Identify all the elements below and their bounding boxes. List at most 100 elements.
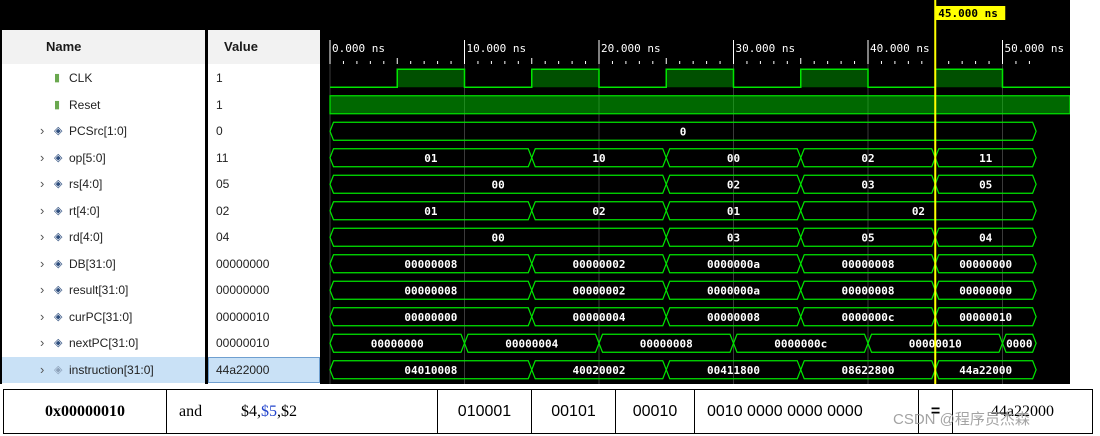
bus-value-label: 03 (727, 231, 740, 244)
bus-segment (934, 148, 1037, 168)
chevron-right-icon[interactable]: › (40, 255, 45, 271)
bus-segment (934, 360, 1037, 380)
chevron-right-icon[interactable]: › (40, 149, 45, 165)
bus-value-label: 40020002 (573, 364, 626, 377)
bus-value-label: 02 (727, 178, 740, 191)
bus-value-label: 00000002 (573, 258, 626, 271)
bus-value-label: 10 (592, 152, 605, 165)
bus-value-label: 0000 (1006, 337, 1033, 350)
signal-row[interactable]: › ◈ PCSrc[1:0] (2, 118, 207, 145)
bus-value-label: 00000000 (959, 284, 1012, 297)
operand-rs: $5 (261, 402, 277, 420)
signal-value: 04 (216, 230, 230, 244)
bus-segment (1001, 333, 1037, 353)
chevron-right-icon[interactable]: › (40, 176, 45, 191)
time-cursor-label: 45.000 ns (938, 7, 998, 20)
timeline-tick-label: 50.000 ns (1005, 42, 1065, 55)
signal-value: 1 (216, 71, 223, 85)
bus-value-label: 02 (592, 205, 605, 218)
instruction-hex: 44a22000 (952, 389, 1093, 434)
bus-value-label: 00000004 (505, 337, 558, 350)
signal-name: rs[4:0] (69, 177, 103, 191)
bus-value-label: 00000008 (842, 258, 895, 271)
signal-row[interactable]: › ◈ nextPC[31:0] (2, 330, 207, 357)
bit-signal-icon: ▮ (54, 98, 61, 111)
operand-rt: ,$2 (277, 402, 297, 420)
signal-row[interactable]: › ◈ rd[4:0] (2, 224, 207, 251)
bus-value-label: 00000002 (573, 284, 626, 297)
bit-signal-icon: ▮ (54, 72, 61, 84)
clock-high-fill (666, 69, 734, 88)
chevron-right-icon[interactable]: › (40, 229, 45, 244)
bus-value-label: 00000000 (404, 311, 457, 324)
bus-value-label: 00000000 (371, 337, 424, 350)
op-field-bits: 010001 (437, 389, 532, 434)
signal-row[interactable]: ▮ Reset (2, 92, 207, 119)
signal-name: rd[4:0] (69, 230, 104, 244)
chevron-right-icon[interactable]: › (40, 282, 45, 297)
waveform-window: Name ▮ CLK ▮ Reset › ◈ PCSrc[1:0] › ◈ op[5:0] › ◈ rs… (0, 0, 1070, 384)
remaining-field-bits: 0010 0000 0000 0000 (694, 389, 919, 434)
bus-value-label: 00 (727, 152, 740, 165)
signal-name: instruction[31:0] (69, 362, 154, 377)
signal-name: result[31:0] (69, 283, 129, 297)
equals-sign: = (918, 389, 953, 434)
bus-segment (934, 280, 1037, 300)
bus-value-label: 00411800 (707, 364, 760, 377)
value-column-header[interactable]: Value (208, 30, 320, 64)
rt-field-bits: 00010 (615, 389, 695, 434)
timeline-tick-label: 30.000 ns (736, 42, 796, 55)
chevron-right-icon[interactable]: › (40, 308, 45, 324)
bus-signal-icon: ◈ (54, 284, 63, 296)
instruction-encoding-row: 0x00000010 and $4,$5,$2 010001 00101 0001… (3, 389, 1093, 434)
bus-signal-icon: ◈ (54, 125, 63, 137)
signal-row[interactable]: › ◈ result[31:0] (2, 277, 207, 304)
clock-high-fill (531, 69, 599, 88)
timeline-tick-label: 0.000 ns (332, 42, 385, 55)
bus-value-label: 0000000c (842, 311, 895, 324)
chevron-right-icon[interactable]: › (40, 123, 45, 138)
waveform-background (325, 0, 1070, 384)
chevron-right-icon[interactable]: › (40, 361, 45, 377)
signal-value: 00000010 (216, 336, 270, 350)
bus-segment (329, 121, 1037, 141)
clock-high-fill (397, 69, 465, 88)
signal-row[interactable]: › ◈ instruction[31:0] (2, 356, 207, 383)
bus-segment (934, 174, 1037, 194)
name-pane: Name ▮ CLK ▮ Reset › ◈ PCSrc[1:0] › ◈ op[5:0] › ◈ rs… (0, 0, 207, 384)
value-pane: Value 1 1 0 11 05 02 04 00000000 00000000 0000001… (208, 0, 320, 384)
signal-row[interactable]: › ◈ op[5:0] (2, 145, 207, 172)
bus-segment (934, 227, 1037, 247)
signal-row[interactable]: › ◈ curPC[31:0] (2, 304, 207, 331)
signal-value: 05 (216, 177, 230, 191)
time-cursor-flag (935, 6, 1006, 20)
signal-name: DB[31:0] (69, 256, 116, 271)
chevron-right-icon[interactable]: › (40, 202, 45, 218)
value-pane-toolbar-strip (208, 0, 320, 30)
name-column-header[interactable]: Name (2, 30, 205, 64)
clock-high-fill (935, 69, 1003, 88)
bus-value-label: 11 (979, 152, 993, 165)
bus-value-label: 00000008 (707, 311, 760, 324)
pane-divider[interactable] (320, 0, 325, 384)
bus-value-label: 00000010 (959, 311, 1012, 324)
instruction-mnemonic-cell: and $4,$5,$2 (166, 389, 438, 434)
signal-value: 1 (216, 97, 223, 112)
clock-high-fill (800, 69, 868, 88)
signal-row[interactable]: ▮ CLK (2, 65, 207, 92)
bus-value-label: 00000008 (404, 258, 457, 271)
bus-value-label: 0000000a (707, 284, 760, 297)
bus-value-label: 01 (424, 205, 438, 218)
signal-row[interactable]: › ◈ rt[4:0] (2, 198, 207, 225)
chevron-right-icon[interactable]: › (40, 335, 45, 350)
pane-divider[interactable] (205, 0, 208, 384)
signal-value: 0 (216, 124, 223, 138)
operand-rd: $4, (241, 402, 261, 420)
waveform-canvas[interactable]: 0.000 ns 10.000 ns 20.000 ns 30.000 ns 40.00… (325, 0, 1070, 384)
bus-signal-icon: ◈ (54, 310, 63, 323)
signal-row[interactable]: › ◈ rs[4:0] (2, 171, 207, 198)
signal-value: 00000010 (216, 309, 270, 324)
signal-row[interactable]: › ◈ DB[31:0] (2, 251, 207, 278)
bus-signal-icon: ◈ (54, 337, 63, 349)
bus-value-label: 04 (979, 231, 993, 244)
